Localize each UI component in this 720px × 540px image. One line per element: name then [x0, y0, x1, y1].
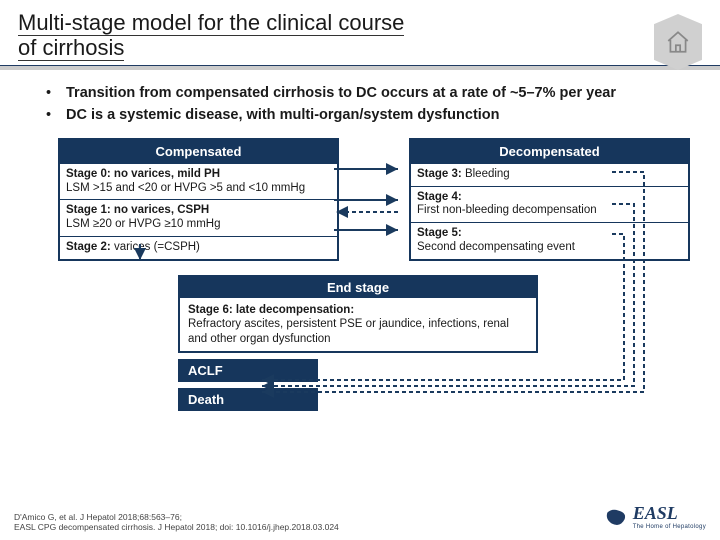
footer-line2: EASL CPG decompensated cirrhosis. J Hepa…	[14, 522, 339, 532]
stage-4: Stage 4:First non-bleeding decompensatio…	[411, 186, 688, 223]
compensated-header: Compensated	[60, 140, 337, 163]
aclf-block: ACLF	[178, 359, 318, 382]
stage-1: Stage 1: no varices, CSPHLSM ≥20 or HVPG…	[60, 199, 337, 236]
columns: Compensated Stage 0: no varices, mild PH…	[58, 138, 690, 261]
compensated-column: Compensated Stage 0: no varices, mild PH…	[58, 138, 339, 261]
bullet-item: DC is a systemic disease, with multi-org…	[40, 106, 660, 124]
home-icon	[654, 14, 702, 70]
end-stage-block: End stage Stage 6: late decompensation: …	[178, 275, 538, 353]
stage-0: Stage 0: no varices, mild PHLSM >15 and …	[60, 163, 337, 200]
decompensated-header: Decompensated	[411, 140, 688, 163]
diagram: Compensated Stage 0: no varices, mild PH…	[0, 134, 720, 411]
stage-3: Stage 3: Bleeding	[411, 163, 688, 186]
stage-2: Stage 2: varices (=CSPH)	[60, 236, 337, 259]
bullet-list: Transition from compensated cirrhosis to…	[0, 70, 720, 134]
decompensated-column: Decompensated Stage 3: Bleeding Stage 4:…	[409, 138, 690, 261]
logo-sub: The Home of Hepatology	[633, 524, 706, 530]
citation-footer: D'Amico G, et al. J Hepatol 2018;68:563–…	[14, 512, 339, 532]
page-title: Multi-stage model for the clinical cours…	[18, 10, 702, 61]
title-line2: of cirrhosis	[18, 35, 124, 61]
stage-5: Stage 5:Second decompensating event	[411, 222, 688, 259]
footer-line1: D'Amico G, et al. J Hepatol 2018;68:563–…	[14, 512, 339, 522]
title-line1: Multi-stage model for the clinical cours…	[18, 10, 404, 36]
logo-text: EASL	[633, 503, 706, 524]
end-stage-body: Stage 6: late decompensation: Refractory…	[180, 298, 536, 351]
bullet-item: Transition from compensated cirrhosis to…	[40, 84, 660, 102]
easl-logo: EASL The Home of Hepatology	[603, 503, 706, 530]
title-zone: Multi-stage model for the clinical cours…	[0, 0, 720, 61]
end-stage-header: End stage	[180, 277, 536, 298]
liver-icon	[603, 504, 629, 530]
death-block: Death	[178, 388, 318, 411]
